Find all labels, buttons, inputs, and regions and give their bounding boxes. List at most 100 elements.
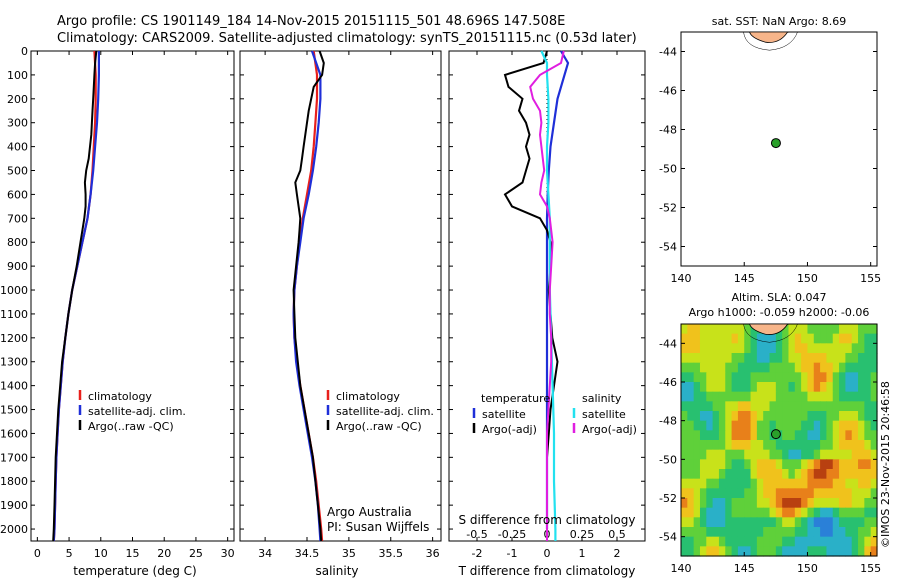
- heatmap-cell: [832, 546, 840, 557]
- heatmap-cell: [870, 546, 878, 557]
- heatmap-cell: [725, 546, 733, 557]
- heatmap-cell: [807, 527, 815, 538]
- heatmap-cell: [788, 449, 796, 460]
- heatmap-cell: [858, 478, 865, 489]
- heatmap-cell: [725, 324, 733, 335]
- heatmap-cell: [807, 507, 815, 518]
- heatmap-cell: [712, 391, 720, 402]
- x-tick-label: 36: [426, 547, 440, 560]
- heatmap-cell: [687, 362, 695, 373]
- heatmap-cell: [769, 391, 777, 402]
- heatmap-cell: [832, 449, 840, 460]
- heatmap-cell: [775, 372, 783, 383]
- heatmap-cell: [706, 459, 714, 470]
- plot-frame: [239, 50, 442, 542]
- sla-map-panel: 140 145 150 155 -44 -46 -48 -50 -52 -54: [659, 323, 881, 575]
- heatmap-cell: [845, 411, 853, 422]
- heatmap-cell: [782, 353, 790, 364]
- heatmap-cell: [820, 430, 828, 441]
- heatmap-cell: [681, 488, 688, 499]
- heatmap-cell: [807, 517, 815, 528]
- heatmap-cell: [693, 391, 701, 402]
- heatmap-cell: [681, 498, 688, 509]
- heatmap-cell: [782, 372, 790, 383]
- y-tick-label: 800: [7, 236, 28, 249]
- heatmap-cell: [839, 343, 846, 354]
- heatmap-cell: [858, 507, 865, 518]
- heatmap-cell: [718, 488, 726, 499]
- heatmap-cell: [820, 440, 828, 451]
- heatmap-cell: [826, 382, 834, 393]
- heatmap-cell: [826, 517, 834, 528]
- heatmap-cell: [832, 527, 840, 538]
- heatmap-cell: [864, 488, 872, 499]
- heatmap-cell: [681, 449, 688, 460]
- heatmap-cell: [832, 372, 840, 383]
- heatmap-cell: [750, 372, 758, 383]
- heatmap-cell: [807, 362, 815, 373]
- heatmap-cell: [756, 449, 764, 460]
- heatmap-cell: [820, 353, 828, 364]
- heatmap-cell: [813, 459, 821, 470]
- y-tick-label: -54: [659, 531, 677, 544]
- heatmap-cell: [858, 362, 865, 373]
- heatmap-cell: [820, 420, 828, 431]
- heatmap-cell: [858, 401, 865, 412]
- y-tick-label: -46: [659, 376, 677, 389]
- land-tasmania: [748, 323, 792, 335]
- heatmap-cell: [794, 362, 802, 373]
- heatmap-cell: [794, 469, 802, 480]
- heatmap-cell: [820, 401, 828, 412]
- heatmap-cell: [693, 546, 701, 557]
- heatmap-cell: [839, 449, 846, 460]
- heatmap-cell: [832, 478, 840, 489]
- heatmap-cell: [737, 536, 745, 547]
- top-x-tick-label: -0.5: [466, 528, 487, 541]
- heatmap-cell: [845, 507, 853, 518]
- heatmap-cell: [870, 536, 878, 547]
- heatmap-cell: [687, 469, 695, 480]
- heatmap-cell: [693, 411, 701, 422]
- heatmap-cell: [851, 430, 859, 441]
- heatmap-cell: [750, 430, 758, 441]
- heatmap-cell: [864, 391, 872, 402]
- heatmap-cell: [731, 459, 739, 470]
- heatmap-cell: [712, 324, 720, 335]
- heatmap-cell: [788, 478, 796, 489]
- heatmap-cell: [788, 546, 796, 557]
- heatmap-cell: [687, 546, 695, 557]
- heatmap-cell: [731, 498, 739, 509]
- heatmap-cell: [820, 536, 828, 547]
- heatmap-cell: [737, 333, 745, 344]
- heatmap-cell: [750, 353, 758, 364]
- heatmap-cell: [712, 372, 720, 383]
- x-tick-label: 35.5: [379, 547, 404, 560]
- heatmap-cell: [870, 507, 878, 518]
- heatmap-cell: [782, 382, 790, 393]
- heatmap-cell: [706, 362, 714, 373]
- heatmap-cell: [864, 507, 872, 518]
- heatmap-cell: [788, 469, 796, 480]
- heatmap-cell: [681, 362, 688, 373]
- heatmap-cell: [775, 546, 783, 557]
- heatmap-cell: [807, 478, 815, 489]
- heatmap-cell: [769, 362, 777, 373]
- heatmap-cell: [712, 362, 720, 373]
- heatmap-cell: [832, 382, 840, 393]
- y-tick-label: 600: [7, 188, 28, 201]
- heatmap-cell: [858, 449, 865, 460]
- heatmap-cell: [750, 333, 758, 344]
- heatmap-cell: [706, 333, 714, 344]
- heatmap-cell: [813, 527, 821, 538]
- heatmap-cell: [750, 469, 758, 480]
- heatmap-cell: [788, 343, 796, 354]
- difference-top-xlabel: S difference from climatology: [459, 513, 636, 527]
- heatmap-cell: [725, 391, 733, 402]
- heatmap-cell: [851, 362, 859, 373]
- heatmap-cell: [820, 343, 828, 354]
- heatmap-cell: [807, 353, 815, 364]
- heatmap-cell: [820, 372, 828, 383]
- heatmap-cell: [864, 546, 872, 557]
- heatmap-cell: [731, 488, 739, 499]
- top-x-tick-label: 0.25: [570, 528, 595, 541]
